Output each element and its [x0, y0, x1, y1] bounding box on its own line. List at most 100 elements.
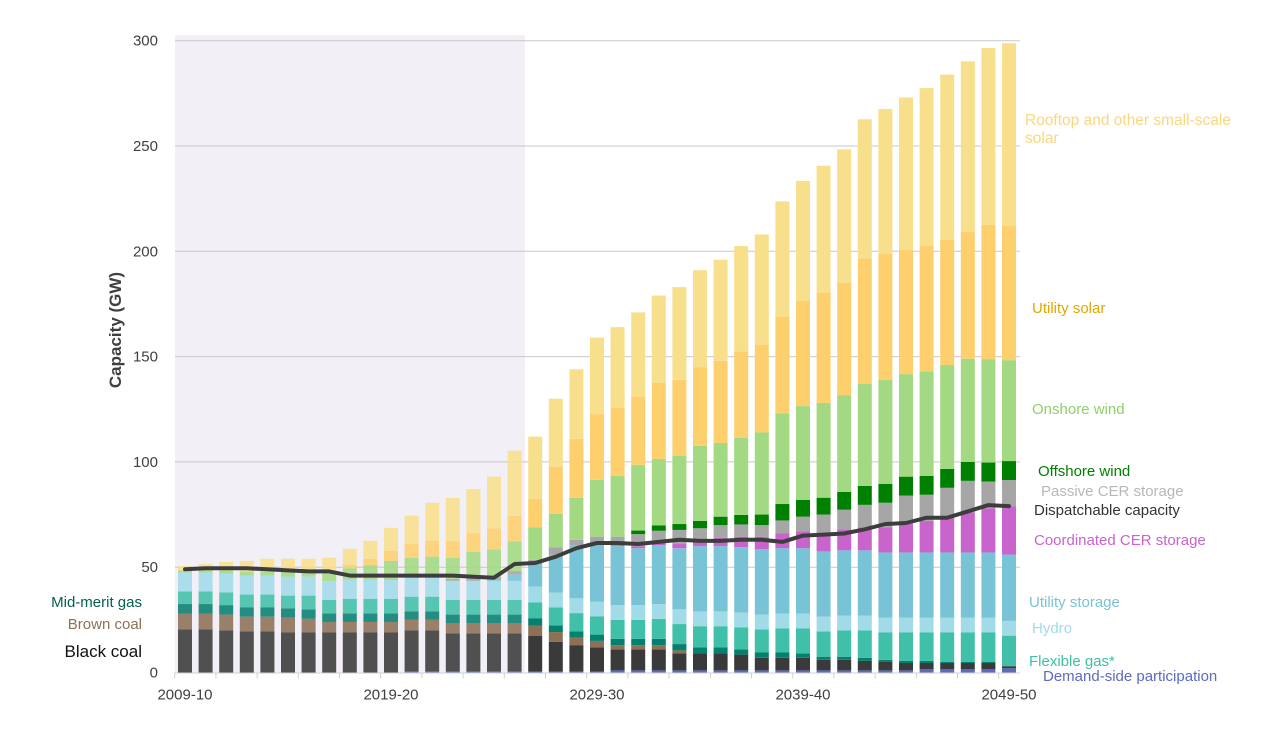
bar-utility-solar-2046-47: [940, 239, 955, 366]
bar-flexible-gas--2049-50: [1002, 635, 1016, 667]
bar-utility-solar-2048-49: [981, 224, 996, 360]
bar-demand-side-participation-2029-30: [590, 671, 604, 673]
bar-black-coal-2037-38: [754, 657, 769, 671]
bar-stack-2035-36: [713, 259, 728, 673]
bar-mid-merit-gas-2011-12: [219, 605, 234, 615]
bar-utility-storage-2048-49: [981, 552, 996, 618]
bar-rooftop-and-other-small-scale-solar-2038-39: [775, 201, 790, 317]
bar-onshore-wind-2018-19: [363, 565, 378, 580]
bar-rooftop-and-other-small-scale-solar-2019-20: [384, 527, 398, 551]
bar-black-coal-2046-47: [940, 663, 955, 670]
label-demand-side: Demand-side participation: [1043, 668, 1218, 685]
bar-stack-2020-21: [404, 515, 419, 673]
bar-utility-solar-2034-35: [693, 367, 707, 446]
bar-rooftop-and-other-small-scale-solar-2031-32: [631, 312, 646, 397]
bar-coordinated-cer-storage-2045-46: [919, 520, 934, 553]
bar-hydro-2044-45: [899, 617, 913, 633]
bar-mid-merit-gas-2014-15: [281, 608, 295, 618]
bar-offshore-wind-2038-39: [775, 504, 790, 521]
bar-onshore-wind-2036-37: [734, 437, 749, 515]
bar-stack-2046-47: [940, 74, 955, 673]
bar-passive-cer-storage-2019-20: [384, 579, 398, 580]
bar-offshore-wind-2031-32: [631, 530, 646, 535]
bar-stack-2017-18: [342, 548, 357, 673]
bar-rooftop-and-other-small-scale-solar-2034-35: [693, 270, 707, 368]
bar-mid-merit-gas-2016-17: [322, 613, 337, 622]
bar-brown-coal-2010-11: [198, 613, 213, 630]
bar-rooftop-and-other-small-scale-solar-2016-17: [322, 557, 337, 573]
bar-black-coal-2021-22: [425, 630, 440, 672]
bar-offshore-wind-2042-43: [857, 485, 872, 505]
bar-utility-solar-2043-44: [878, 254, 893, 380]
bar-stack-2016-17: [322, 557, 337, 673]
bar-hydro-2026-27: [528, 586, 543, 603]
bar-stack-2033-34: [672, 287, 687, 673]
bar-mid-merit-gas-2021-22: [425, 611, 440, 620]
bar-mid-merit-gas-2015-16: [301, 609, 316, 619]
label-rooftop-solar: Rooftop and other small-scale solar: [1025, 112, 1231, 148]
bar-utility-storage-2040-41: [816, 551, 831, 617]
bar-black-coal-2038-39: [775, 657, 790, 671]
bar-offshore-wind-2035-36: [713, 516, 728, 526]
bar-coordinated-cer-storage-2031-32: [631, 546, 646, 549]
bar-utility-storage-2042-43: [857, 550, 872, 616]
bar-utility-storage-2045-46: [919, 552, 934, 618]
bar-stack-2011-12: [219, 561, 234, 673]
bar-passive-cer-storage-2023-24: [466, 578, 481, 581]
bar-offshore-wind-2043-44: [878, 483, 893, 503]
bar-onshore-wind-2043-44: [878, 379, 893, 484]
bar-stack-2027-28: [548, 398, 563, 673]
bar-demand-side-participation-2045-46: [919, 669, 934, 673]
axes: 0 50 100 150 200 250 300 2009-10 2019-20 2029-30 2…: [133, 33, 1037, 704]
bar-hydro-2037-38: [754, 614, 769, 630]
bar-passive-cer-storage-2029-30: [590, 536, 604, 544]
bar-onshore-wind-2031-32: [631, 464, 646, 531]
bar-mid-merit-gas-2045-46: [919, 660, 934, 664]
x-tick-label: 2029-30: [569, 687, 624, 704]
bar-black-coal-2041-42: [837, 659, 852, 671]
bar-hydro-2009-10: [178, 572, 192, 592]
bar-utility-storage-2036-37: [734, 547, 749, 613]
bar-flexible-gas--2035-36: [713, 626, 728, 648]
bar-coordinated-cer-storage-2034-35: [693, 539, 707, 547]
bar-passive-cer-storage-2038-39: [775, 520, 790, 534]
bar-mid-merit-gas-2028-29: [569, 631, 584, 638]
bar-mid-merit-gas-2046-47: [940, 661, 955, 664]
bar-hydro-2036-37: [734, 612, 749, 628]
bar-stack-2044-45: [899, 97, 913, 673]
bar-mid-merit-gas-2031-32: [631, 638, 646, 646]
bar-hydro-2032-33: [651, 604, 666, 619]
bar-hydro-2043-44: [878, 617, 893, 633]
label-passive-cer: Passive CER storage: [1041, 483, 1184, 500]
bar-black-coal-2025-26: [507, 633, 522, 672]
y-tick-label: 300: [133, 33, 158, 50]
bar-stack-2038-39: [775, 201, 790, 673]
bar-utility-storage-2025-26: [507, 574, 522, 581]
bar-demand-side-participation-2033-34: [672, 670, 687, 673]
x-tick-label: 2039-40: [775, 687, 830, 704]
bar-onshore-wind-2024-25: [487, 549, 501, 577]
bar-offshore-wind-2034-35: [693, 520, 707, 529]
bar-hydro-2024-25: [487, 580, 501, 600]
bar-stack-2043-44: [878, 108, 893, 673]
label-dispatchable: Dispatchable capacity: [1034, 502, 1180, 519]
bar-black-coal-2015-16: [301, 632, 316, 673]
bar-rooftop-and-other-small-scale-solar-2036-37: [734, 246, 749, 352]
bar-utility-storage-2043-44: [878, 552, 893, 618]
bar-stack-2037-38: [754, 234, 769, 673]
bar-hydro-2019-20: [384, 579, 398, 599]
bar-flexible-gas--2038-39: [775, 628, 790, 653]
bar-utility-solar-2028-29: [569, 438, 584, 498]
bar-hydro-2017-18: [342, 579, 357, 599]
bar-rooftop-and-other-small-scale-solar-2046-47: [940, 74, 955, 240]
bar-passive-cer-storage-2042-43: [857, 504, 872, 528]
bar-passive-cer-storage-2034-35: [693, 528, 707, 540]
bar-mid-merit-gas-2035-36: [713, 647, 728, 654]
bar-utility-storage-2038-39: [775, 548, 790, 614]
bar-flexible-gas--2044-45: [899, 632, 913, 661]
bar-mid-merit-gas-2017-18: [342, 613, 357, 622]
bar-offshore-wind-2037-38: [754, 514, 769, 526]
bar-onshore-wind-2010-11: [198, 569, 213, 573]
bar-demand-side-participation-2044-45: [899, 670, 913, 673]
